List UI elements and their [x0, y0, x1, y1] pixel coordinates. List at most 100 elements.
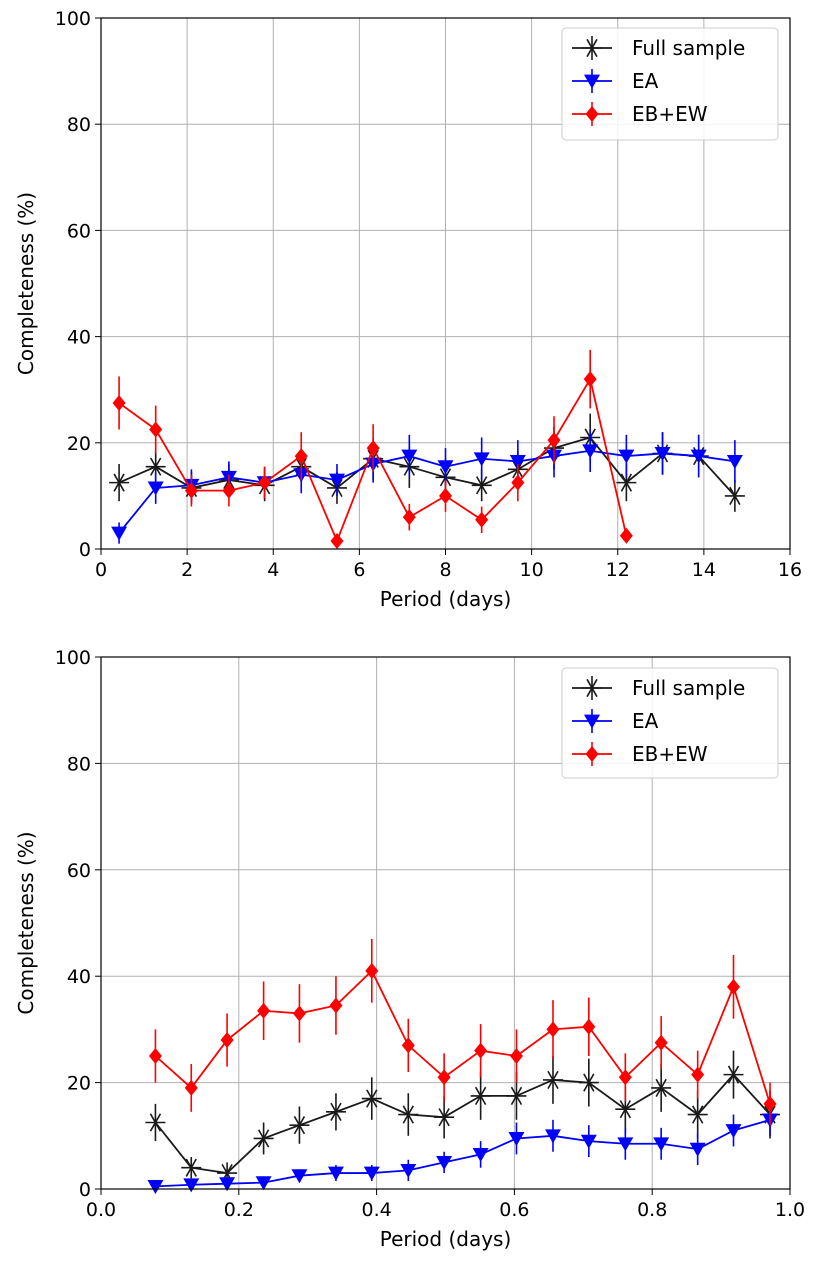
x-tick-label: 2 — [181, 559, 193, 581]
data-point — [582, 444, 599, 459]
data-point — [687, 1105, 708, 1124]
data-point — [183, 1178, 200, 1193]
x-tick-label: 1.0 — [775, 1199, 805, 1221]
data-point — [366, 440, 380, 457]
legend-label: EB+EW — [632, 102, 708, 126]
data-point — [546, 1021, 560, 1038]
y-tick-label: 0 — [79, 539, 91, 561]
axes-frame — [100, 656, 791, 1190]
data-point — [506, 1086, 527, 1105]
data-point — [654, 1034, 668, 1051]
data-point — [219, 1177, 236, 1192]
y-tick-label: 100 — [55, 8, 91, 30]
y-tick-label: 20 — [67, 433, 91, 455]
data-point — [437, 460, 454, 475]
data-point — [148, 1048, 162, 1064]
data-point — [184, 482, 198, 499]
series-eb-ew — [112, 349, 633, 550]
data-point — [437, 1069, 451, 1086]
bottom-panel-chart: 0.0 0.2 0.4 0.6 0.8 1.0 0 20 40 60 80 100 Period (da… — [14, 647, 805, 1251]
data-point — [147, 481, 164, 496]
series-eb-ew — [148, 938, 777, 1126]
data-point — [583, 371, 597, 388]
data-point — [398, 1105, 419, 1124]
data-point — [726, 454, 743, 469]
data-point — [509, 454, 526, 469]
data-point — [109, 473, 130, 492]
data-point — [582, 1018, 596, 1035]
data-point — [651, 1078, 672, 1098]
x-axis-label: Period (days) — [380, 1227, 512, 1251]
data-point — [400, 1163, 417, 1178]
data-point — [727, 978, 741, 995]
data-point — [725, 1124, 742, 1139]
data-point — [617, 1137, 634, 1152]
data-point — [473, 452, 490, 467]
data-point — [147, 1179, 164, 1194]
legend-label: EB+EW — [632, 742, 708, 766]
legend-marker — [585, 746, 599, 762]
series-line — [118, 436, 736, 497]
data-point — [616, 473, 637, 492]
data-point — [255, 1176, 272, 1191]
data-point — [291, 1169, 308, 1184]
legend-label: Full sample — [632, 676, 745, 700]
series-line — [118, 449, 736, 534]
series-ea — [147, 1103, 779, 1194]
data-point — [618, 1069, 632, 1086]
y-tick-label: 80 — [67, 753, 91, 775]
data-point — [724, 486, 745, 505]
data-point — [181, 1158, 202, 1177]
data-point — [253, 1129, 274, 1148]
data-point — [329, 997, 343, 1014]
data-point — [618, 449, 635, 464]
data-point — [289, 1116, 310, 1135]
data-point — [222, 482, 236, 499]
y-tick-label: 60 — [67, 220, 91, 242]
data-point — [508, 1132, 525, 1147]
data-point — [257, 1002, 271, 1019]
series-line — [154, 1073, 771, 1174]
legend-label: EA — [632, 709, 659, 733]
data-point — [363, 1166, 380, 1181]
y-tick-label: 60 — [67, 860, 91, 882]
legend: Full sample EA EB+EW — [561, 27, 779, 141]
legend: Full sample EA EB+EW — [561, 667, 779, 779]
data-point — [689, 1142, 706, 1157]
data-point — [580, 1134, 597, 1149]
data-point — [149, 421, 163, 438]
data-point — [294, 448, 308, 465]
data-point — [653, 1137, 670, 1152]
series-line — [154, 969, 771, 1105]
legend-box — [561, 667, 779, 779]
legend-marker — [584, 74, 600, 89]
data-point — [258, 474, 272, 491]
x-axis-label: Period (days) — [380, 587, 512, 611]
data-point — [763, 1095, 777, 1112]
y-tick-label: 100 — [55, 647, 91, 669]
data-point — [365, 962, 379, 979]
data-point — [509, 1048, 523, 1064]
x-tick-label: 0.6 — [499, 1199, 529, 1221]
data-point — [361, 1089, 382, 1108]
data-point — [475, 511, 489, 528]
data-point — [439, 487, 452, 504]
data-point — [544, 1129, 561, 1144]
data-point — [472, 1148, 489, 1163]
y-tick-label: 0 — [79, 1179, 91, 1201]
series-ea — [111, 429, 743, 544]
legend-marker — [584, 714, 600, 729]
data-point — [112, 394, 126, 411]
y-tick-label: 20 — [67, 1073, 91, 1095]
x-tick-label: 14 — [692, 559, 716, 581]
data-point — [619, 527, 633, 544]
data-point — [434, 1108, 455, 1127]
data-point — [690, 449, 707, 464]
data-point — [401, 1037, 415, 1054]
data-point — [145, 457, 166, 476]
x-tick-label: 4 — [267, 559, 279, 581]
y-tick-label: 40 — [67, 966, 91, 988]
data-point — [220, 1032, 234, 1049]
top-panel-chart: 0 2 4 6 8 10 12 14 16 0 20 40 60 80 100 Period (days) Co… — [14, 8, 802, 611]
series-full-sample — [109, 413, 745, 512]
